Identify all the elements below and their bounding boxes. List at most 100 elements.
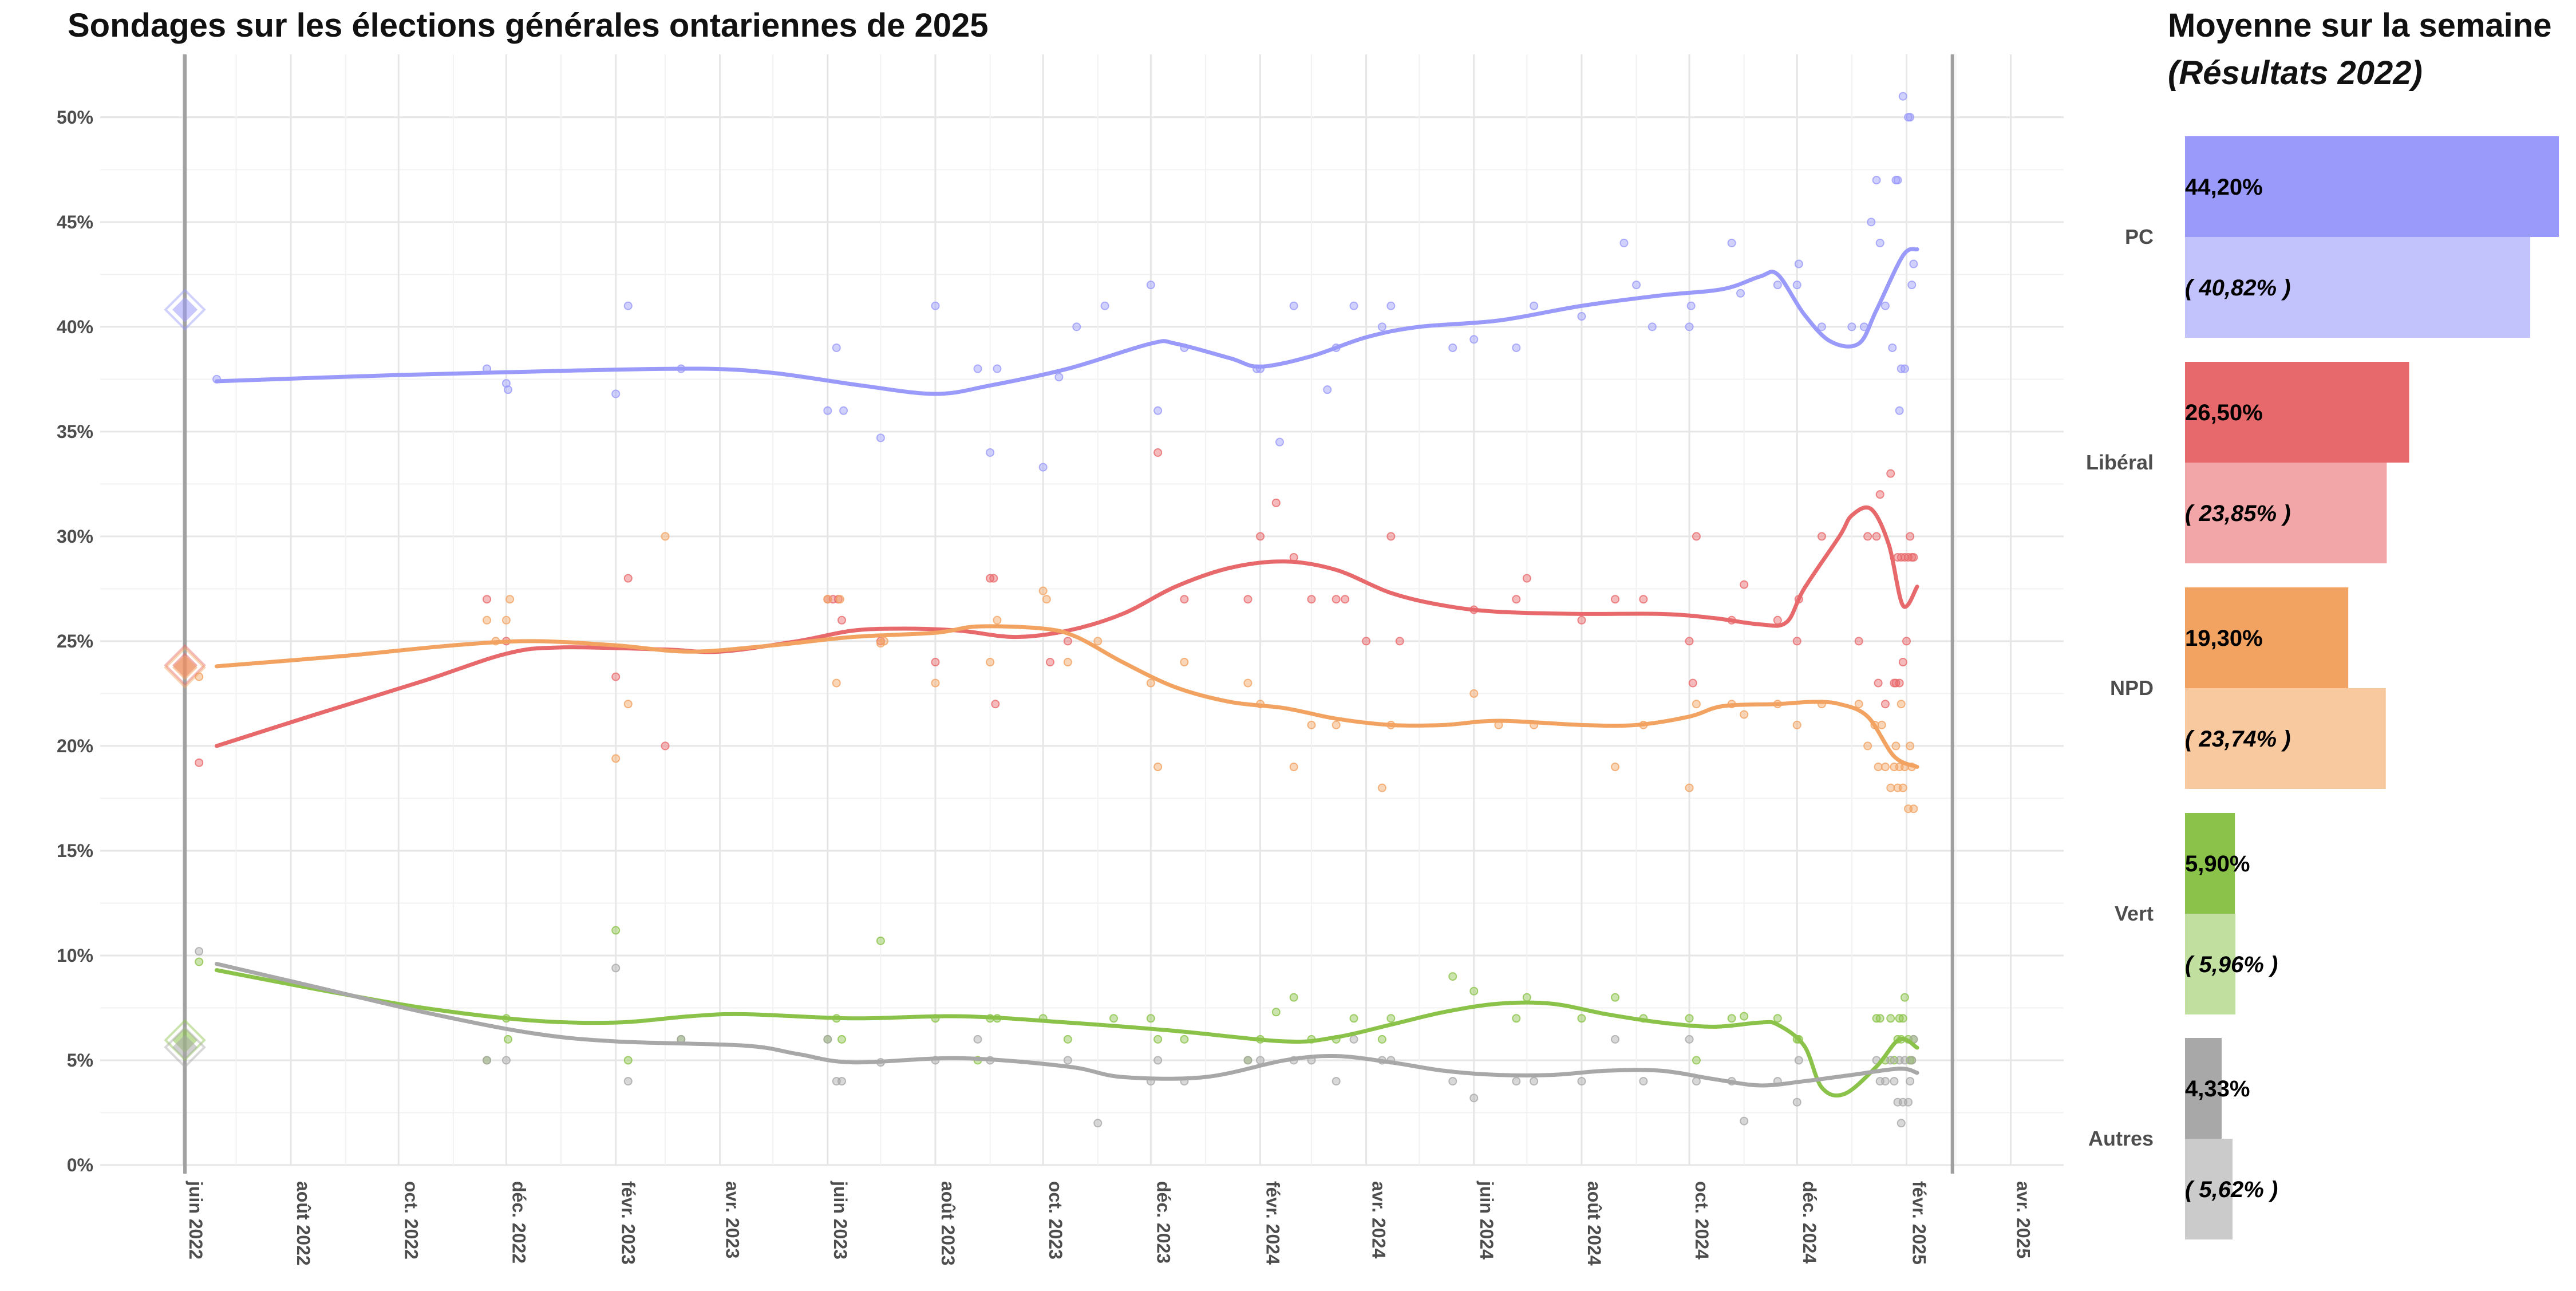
x-tick-label: déc. 2024	[1799, 1181, 1820, 1264]
poll-point	[1332, 595, 1341, 604]
poll-point	[1180, 658, 1189, 667]
poll-point	[1900, 1056, 1909, 1065]
poll-point	[1906, 532, 1915, 541]
poll-point	[931, 301, 940, 310]
poll-point	[1907, 281, 1917, 290]
x-tick-label: juin 2022	[185, 1181, 206, 1260]
grid	[100, 54, 2064, 1166]
poll-point	[1289, 763, 1298, 772]
bar-label-current: 44,20%	[2185, 175, 2263, 200]
poll-point	[1898, 783, 1907, 792]
poll-point	[823, 595, 832, 604]
poll-point	[1867, 218, 1876, 227]
poll-point	[823, 406, 832, 415]
poll-point	[1146, 281, 1155, 290]
x-tick-label: août 2022	[293, 1181, 314, 1266]
poll-point	[1153, 448, 1163, 457]
poll-point	[1902, 637, 1911, 646]
poll-point	[623, 1077, 633, 1086]
result-marker	[172, 1035, 198, 1060]
poll-point	[1888, 343, 1897, 352]
poll-point	[1792, 637, 1801, 646]
poll-point	[1038, 463, 1048, 472]
poll-point	[973, 364, 982, 373]
result-marker-outline	[164, 289, 206, 331]
poll-point	[1349, 1014, 1358, 1023]
poll-point	[623, 1056, 633, 1065]
poll-point	[986, 448, 995, 457]
poll-point	[1639, 595, 1648, 604]
result-markers	[164, 289, 206, 1069]
poll-point	[611, 672, 621, 681]
trend-line-Vert	[215, 968, 1919, 1097]
y-tick-label: 30%	[57, 526, 93, 547]
poll-point	[1469, 335, 1479, 344]
poll-point	[1386, 301, 1396, 310]
poll-point	[1469, 986, 1479, 996]
poll-point	[1632, 281, 1641, 290]
poll-point	[1886, 783, 1895, 792]
poll-point	[1271, 498, 1281, 507]
poll-point	[1909, 804, 1918, 814]
poll-point	[483, 1056, 492, 1065]
poll-point	[1898, 92, 1907, 101]
poll-point	[876, 433, 885, 443]
poll-point	[1100, 301, 1109, 310]
poll-point	[611, 754, 621, 763]
poll-point	[1639, 1077, 1648, 1086]
poll-point	[1792, 281, 1801, 290]
poll-point	[1180, 1035, 1189, 1044]
y-tick-label: 45%	[57, 212, 93, 232]
poll-point	[1153, 1056, 1163, 1065]
poll-point	[1875, 238, 1884, 247]
poll-point	[1063, 637, 1072, 646]
poll-point	[1792, 1097, 1801, 1107]
poll-point	[1362, 637, 1371, 646]
poll-point	[1907, 1056, 1917, 1065]
poll-point	[1773, 281, 1782, 290]
poll-point	[661, 741, 670, 751]
poll-point	[1736, 289, 1745, 298]
poll-point	[1897, 1119, 1906, 1128]
poll-point	[611, 389, 621, 398]
x-tick-label: févr. 2024	[1263, 1181, 1283, 1265]
poll-point	[1685, 783, 1694, 792]
poll-point	[1847, 322, 1856, 331]
poll-point	[1727, 1014, 1736, 1023]
poll-point	[1906, 113, 1915, 122]
party-label: Libéral	[2086, 451, 2154, 474]
poll-point	[195, 947, 204, 956]
x-tick-label: avr. 2025	[2013, 1181, 2033, 1258]
poll-point	[989, 574, 998, 583]
y-axis-ticks: 0% 5% 10% 15% 20% 25% 30% 35% 40% 45% 50%	[57, 107, 93, 1175]
bar-label-2022: ( 23,85% )	[2185, 501, 2291, 526]
poll-point	[1773, 1014, 1782, 1023]
poll-point	[504, 1035, 513, 1044]
poll-point	[1522, 993, 1531, 1002]
poll-point	[1038, 586, 1048, 595]
chart-title: Sondages sur les élections générales ont…	[68, 7, 989, 44]
poll-point	[1243, 1056, 1253, 1065]
poll-point	[1692, 532, 1701, 541]
poll-point	[1469, 1093, 1479, 1103]
poll-point	[1289, 993, 1298, 1002]
poll-point	[611, 926, 621, 935]
poll-point	[1880, 1077, 1890, 1086]
poll-point	[1386, 1014, 1396, 1023]
poll-point	[1794, 259, 1803, 269]
bar-current-PC	[2185, 136, 2559, 237]
poll-point	[1256, 1056, 1265, 1065]
poll-point	[1577, 615, 1586, 625]
bar-label-current: 5,90%	[2185, 851, 2250, 877]
poll-point	[1063, 658, 1072, 667]
poll-point	[1448, 343, 1457, 352]
poll-point	[993, 615, 1002, 625]
poll-point	[501, 615, 511, 625]
poll-point	[1063, 1056, 1072, 1065]
poll-point	[611, 964, 621, 973]
poll-point	[1686, 301, 1696, 310]
poll-point	[1904, 1097, 1913, 1107]
trend-lines	[215, 247, 1919, 1097]
poll-point	[1906, 741, 1915, 751]
